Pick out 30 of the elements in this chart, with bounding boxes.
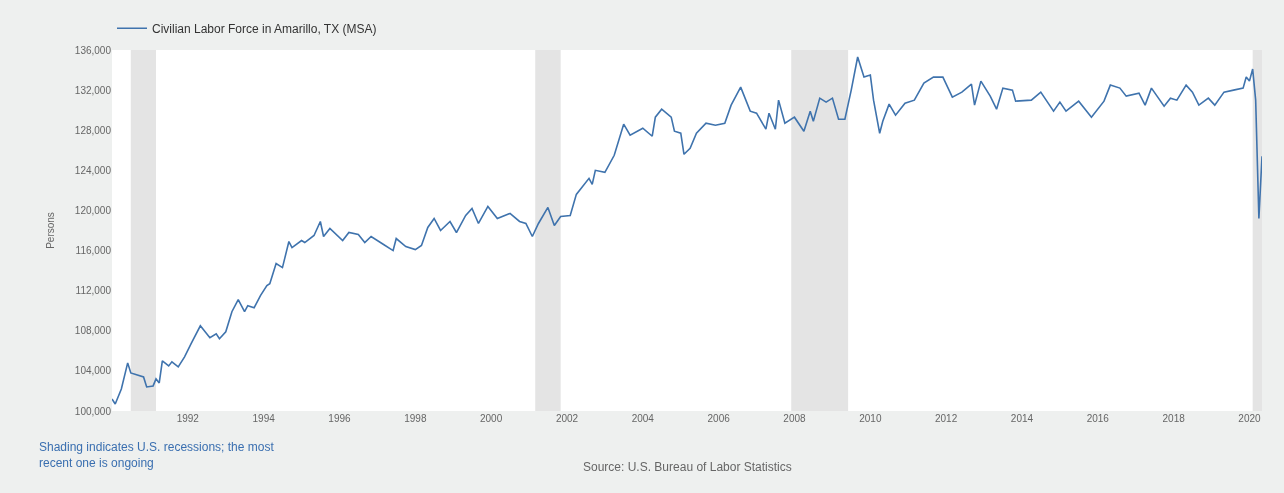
x-tick-label: 2004 (631, 413, 655, 424)
x-tick-label: 2002 (555, 413, 579, 424)
y-tick-label: 104,000 (74, 365, 112, 377)
y-tick-label: 128,000 (74, 124, 112, 136)
x-tick-label: 1994 (252, 413, 276, 424)
x-tick-label: 1992 (176, 413, 200, 424)
x-tick-label: 2010 (859, 413, 882, 424)
legend-label: Civilian Labor Force in Amarillo, TX (MSA) (152, 21, 377, 36)
y-tick-label: 132,000 (74, 84, 112, 96)
x-tick-label: 2008 (783, 413, 806, 424)
line-series (112, 56, 1262, 405)
source-note: Source: U.S. Bureau of Labor Statistics (583, 460, 792, 474)
y-tick-label: 116,000 (75, 245, 112, 257)
x-tick-label: 2018 (1162, 413, 1186, 424)
x-tick-label: 2014 (1010, 413, 1034, 424)
y-tick-label: 120,000 (74, 204, 112, 216)
y-tick-label: 100,000 (74, 405, 112, 417)
x-tick-label: 2000 (479, 413, 503, 424)
x-tick-label: 2006 (707, 413, 731, 424)
x-tick-label: 2020 (1238, 413, 1261, 424)
y-tick-label: 112,000 (75, 285, 112, 297)
y-tick-label: 136,000 (74, 44, 112, 56)
y-axis-title: Persons (44, 212, 56, 249)
x-tick-label: 1996 (328, 413, 352, 424)
x-tick-label: 2016 (1086, 413, 1110, 424)
x-tick-label: 1998 (404, 413, 427, 424)
x-tick-label: 2012 (934, 413, 958, 424)
y-tick-label: 124,000 (74, 164, 112, 176)
y-tick-label: 108,000 (74, 325, 112, 337)
text: Shading indicates U.S. recessions; the most recent one is ongoing (39, 440, 275, 470)
